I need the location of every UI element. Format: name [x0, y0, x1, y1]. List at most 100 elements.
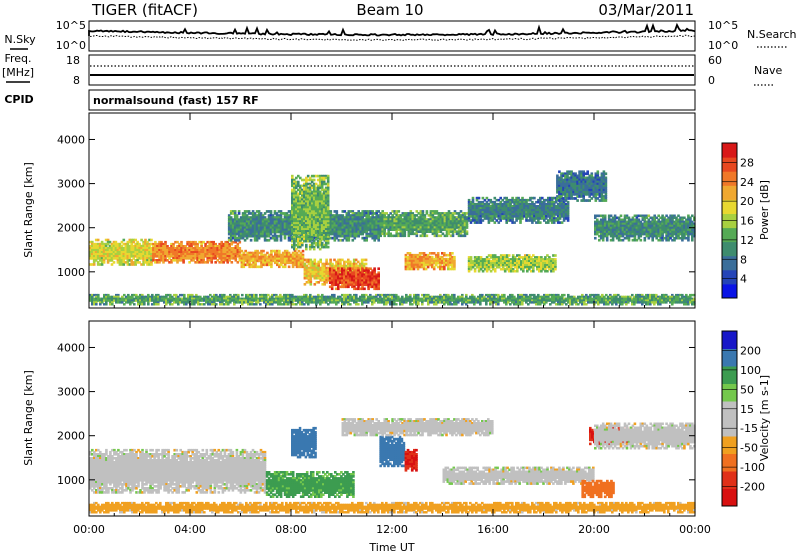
echo-cell: [322, 235, 326, 239]
echo-cell: [293, 208, 296, 211]
echo-cell: [326, 186, 330, 190]
echo-cell: [241, 220, 245, 224]
echo-cell: [206, 251, 209, 254]
echo-cell: [518, 262, 521, 265]
echo-cell: [320, 184, 324, 188]
echo-cell: [242, 259, 246, 263]
echo-cell: [341, 230, 345, 234]
echo-cell: [481, 209, 485, 212]
echo-cell: [367, 267, 370, 270]
echo-cell: [142, 240, 145, 244]
echo-cell: [363, 283, 366, 287]
echo-cell: [401, 226, 405, 229]
echo-cell: [248, 255, 251, 259]
echo-cell: [341, 210, 345, 213]
echo-cell: [122, 257, 126, 260]
echo-cell: [499, 260, 503, 263]
echo-cell: [243, 226, 247, 230]
echo-cell: [170, 255, 173, 258]
echo-cell: [503, 217, 506, 220]
echo-cell: [499, 200, 502, 204]
echo-cell: [312, 188, 316, 192]
echo-cell: [162, 255, 165, 258]
echo-cell: [497, 209, 501, 212]
echo-cell: [314, 226, 318, 229]
echo-cell: [172, 249, 175, 252]
echo-cell: [485, 213, 489, 216]
echo-cell: [524, 262, 527, 265]
echo-cell: [265, 226, 269, 230]
echo-cell: [176, 251, 179, 254]
echo-cell: [138, 246, 141, 250]
echo-cell: [198, 257, 201, 260]
echo-cell: [337, 273, 340, 276]
echo-cell: [276, 259, 279, 263]
echo-cell: [339, 275, 342, 278]
echo-cell: [114, 244, 118, 248]
echo-cell: [379, 228, 382, 231]
echo-cell: [89, 251, 92, 254]
echo-cell: [333, 230, 337, 234]
echo-cell: [132, 261, 135, 264]
echo-cell: [359, 277, 362, 280]
echo-cell: [242, 253, 246, 257]
echo-cell: [375, 277, 378, 280]
echo-cell: [424, 253, 428, 257]
echo-cell: [306, 196, 310, 200]
echo-cell: [509, 260, 513, 263]
echo-cell: [361, 226, 364, 230]
echo-cell: [381, 226, 384, 229]
echo-cell: [582, 193, 585, 196]
echo-cell: [307, 266, 311, 270]
echo-cell: [316, 200, 320, 203]
echo-cell: [120, 246, 124, 250]
echo-cell: [592, 180, 596, 184]
echo-cell: [519, 207, 522, 210]
echo-cell: [305, 196, 308, 200]
echo-cell: [471, 213, 475, 216]
echo-cell: [521, 217, 524, 220]
echo-cell: [278, 259, 281, 263]
echo-cell: [246, 255, 249, 259]
echo-cell: [505, 254, 509, 257]
echo-cell: [235, 224, 239, 228]
echo-cell: [582, 188, 585, 192]
echo-cell: [481, 262, 485, 265]
echo-cell: [517, 198, 520, 202]
echo-cell: [543, 213, 546, 216]
echo-cell: [345, 271, 348, 274]
echo-cell: [425, 222, 429, 225]
echo-cell: [562, 180, 565, 184]
echo-cell: [118, 251, 122, 254]
echo-cell: [582, 197, 585, 200]
echo-cell: [128, 251, 132, 254]
echo-cell: [417, 212, 421, 215]
echo-cell: [405, 218, 409, 221]
echo-cell: [310, 190, 314, 194]
echo-cell: [550, 198, 554, 202]
echo-cell: [160, 259, 163, 262]
echo-cell: [406, 252, 410, 255]
echo-cell: [204, 249, 207, 252]
echo-cell: [353, 283, 356, 287]
echo-cell: [542, 262, 545, 265]
echo-cell: [421, 226, 425, 229]
echo-cell: [351, 271, 354, 274]
echo-cell: [516, 260, 519, 263]
echo-cell: [134, 255, 137, 258]
echo-cell: [116, 242, 120, 246]
echo-cell: [310, 245, 314, 249]
echo-cell: [481, 200, 485, 204]
echo-cell: [547, 200, 550, 204]
echo-cell: [172, 257, 175, 260]
echo-cell: [299, 259, 303, 263]
echo-cell: [326, 239, 330, 243]
echo-cell: [162, 251, 165, 254]
echo-cell: [365, 267, 368, 270]
echo-cell: [543, 219, 546, 222]
echo-cell: [447, 216, 451, 219]
echo-cell: [314, 230, 318, 233]
echo-cell: [307, 279, 311, 282]
echo-cell: [418, 253, 422, 257]
echo-cell: [295, 204, 298, 207]
